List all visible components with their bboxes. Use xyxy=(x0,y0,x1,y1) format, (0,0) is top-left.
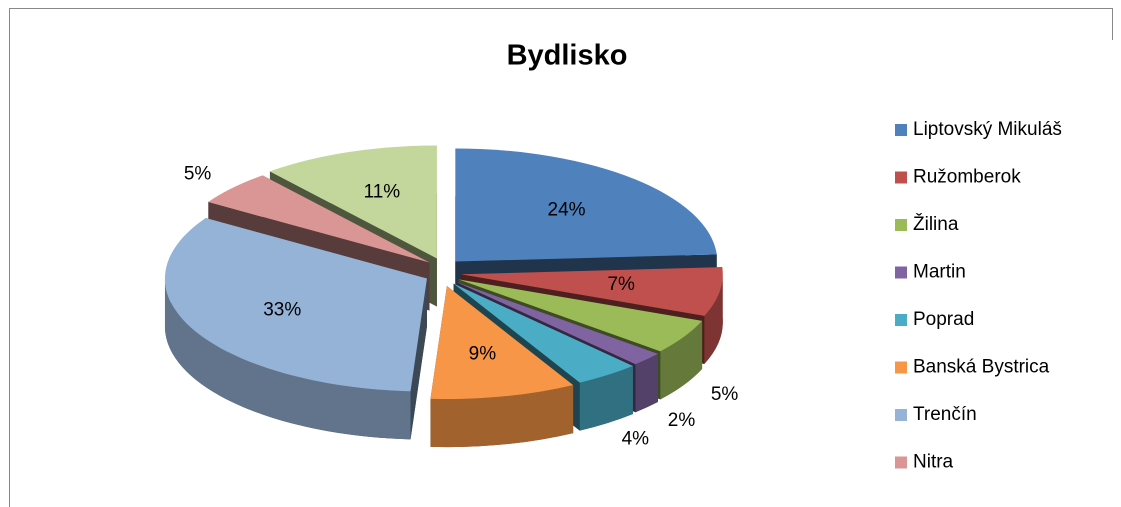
chart-border xyxy=(9,8,1113,507)
slice-top xyxy=(430,286,574,400)
legend-swatch xyxy=(895,456,907,469)
slice-wall xyxy=(430,385,574,448)
slice-top xyxy=(455,148,717,262)
slice-wall xyxy=(635,353,658,413)
legend-label: Ružomberok xyxy=(913,167,1021,188)
slice-top xyxy=(456,281,658,365)
slice-top xyxy=(208,175,430,263)
pie-slice xyxy=(430,286,574,448)
legend-label: Žilina xyxy=(913,213,959,235)
slice-top xyxy=(164,217,427,392)
legend-label: Poprad xyxy=(913,309,974,330)
slice-top xyxy=(453,283,633,383)
data-label: 33% xyxy=(263,299,301,320)
legend-swatch xyxy=(895,171,907,184)
slice-top xyxy=(460,267,723,316)
legend-label: Martin xyxy=(913,262,966,283)
slice-wall xyxy=(579,366,633,431)
slice-wall xyxy=(164,278,411,440)
legend-swatch xyxy=(895,124,907,136)
data-label: 5% xyxy=(184,163,212,184)
legend-swatch xyxy=(895,314,907,326)
data-label: 7% xyxy=(607,274,635,295)
legend-swatch xyxy=(895,219,907,231)
data-label: 2% xyxy=(668,410,696,431)
pie-slice xyxy=(164,217,427,440)
slice-top xyxy=(269,145,437,259)
legend-label: Trenčín xyxy=(913,404,977,425)
chart-title: Bydlisko xyxy=(507,40,628,72)
slice-wall xyxy=(660,320,703,400)
slice-wall xyxy=(704,274,723,364)
legend-label: Nitra xyxy=(913,452,954,473)
data-label: 9% xyxy=(469,343,497,364)
legend-label: Banská Bystrica xyxy=(913,357,1050,378)
legend-label: Liptovský Mikuláš xyxy=(913,119,1062,140)
legend-swatch xyxy=(895,361,907,374)
data-label: 24% xyxy=(548,199,586,220)
data-label: 5% xyxy=(711,384,739,405)
legend-swatch xyxy=(895,266,907,279)
data-label: 11% xyxy=(364,182,401,203)
legend-swatch xyxy=(895,409,907,421)
slice-top xyxy=(458,279,703,352)
data-label: 4% xyxy=(622,429,650,450)
